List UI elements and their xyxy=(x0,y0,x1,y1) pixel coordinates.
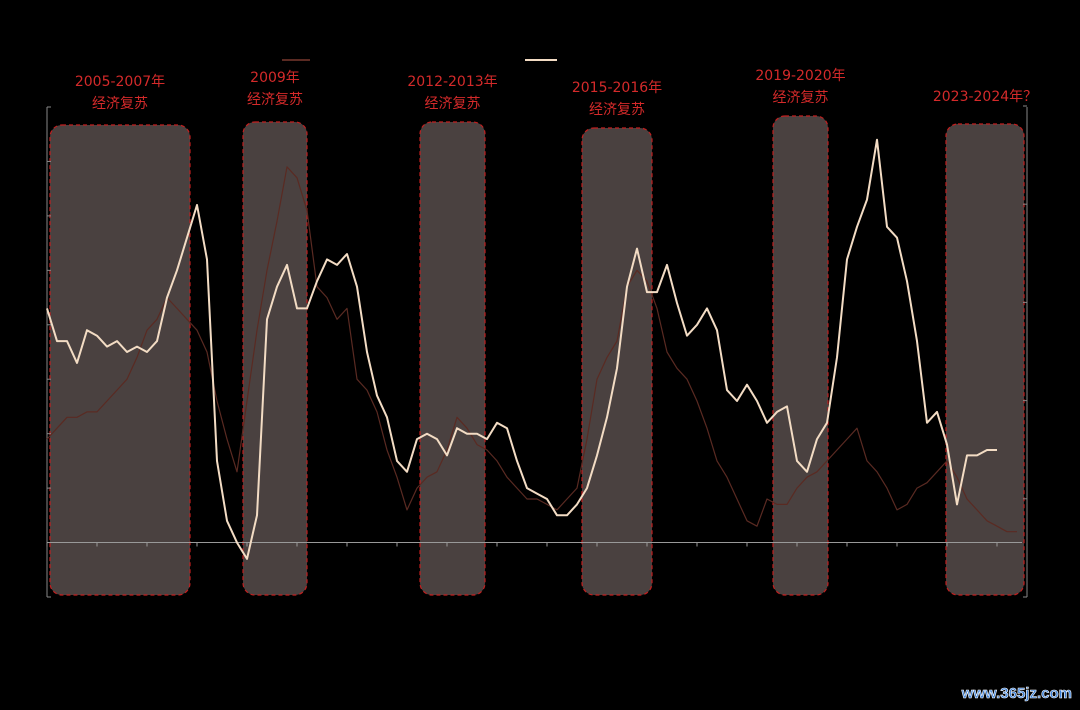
region-label: 经济复苏 xyxy=(589,101,645,118)
region-label: 经济复苏 xyxy=(425,95,481,112)
region-label: 2023-2024年？ xyxy=(933,89,1037,105)
region-label: 2005-2007年 xyxy=(75,74,165,90)
region-label: 2019-2020年 xyxy=(755,68,845,84)
recovery-band xyxy=(945,123,1025,596)
watermark: www.365jz.com xyxy=(961,685,1072,702)
series-line xyxy=(46,138,997,560)
region-label: 经济复苏 xyxy=(247,91,303,108)
recovery-band xyxy=(772,115,829,596)
region-label: 经济复苏 xyxy=(92,95,148,112)
region-label: 经济复苏 xyxy=(773,89,829,106)
series-line xyxy=(46,166,1017,533)
recovery-band xyxy=(49,124,191,596)
region-label: 2015-2016年 xyxy=(572,80,662,96)
recovery-band xyxy=(419,121,486,596)
region-label: 2012-2013年 xyxy=(407,74,497,90)
region-label: 2009年 xyxy=(250,70,300,86)
